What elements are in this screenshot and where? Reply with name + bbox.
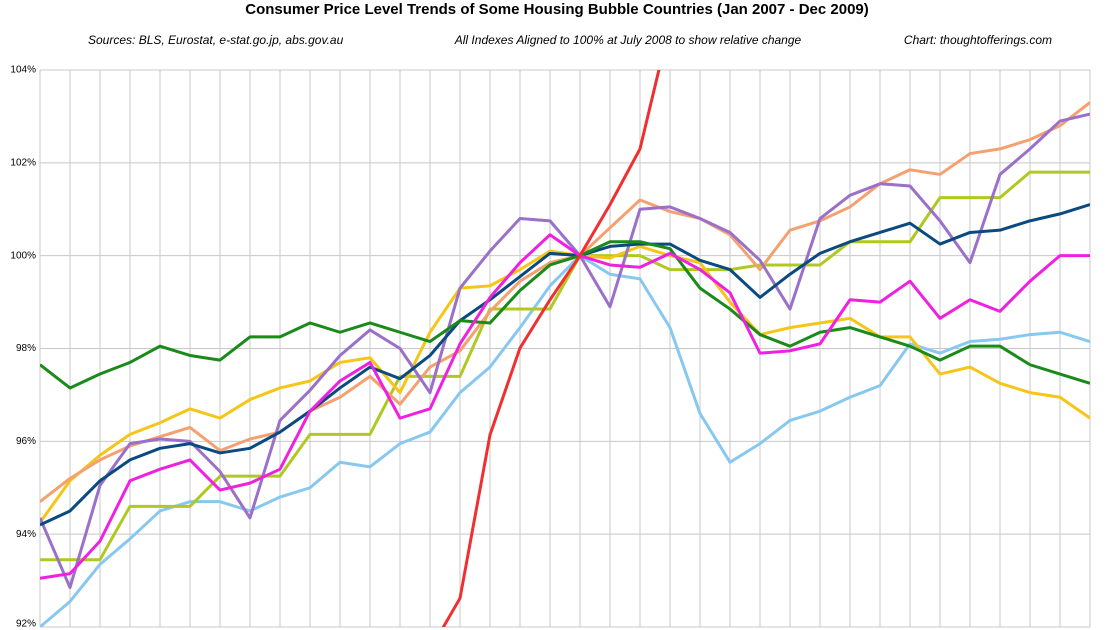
series-line: [40, 240, 1090, 390]
series-line: [40, 233, 1090, 580]
annotation: All Indexes Aligned to 100% at July 2008…: [454, 33, 802, 47]
chart-title: Consumer Price Level Trends of Some Hous…: [245, 1, 869, 18]
y-tick-label: 102%: [10, 157, 36, 168]
plot: [40, 70, 1090, 627]
y-tick-label: 98%: [16, 343, 36, 354]
y-tick-label: 96%: [16, 436, 36, 447]
annotation: Chart: thoughtofferings.com: [904, 33, 1052, 47]
series-line: [40, 112, 1090, 590]
annotation: Sources: BLS, Eurostat, e-stat.go.jp, ab…: [88, 33, 344, 47]
series-line: [441, 70, 661, 627]
series-line: [40, 170, 1090, 562]
series-line: [40, 203, 1090, 527]
y-tick-label: 100%: [10, 250, 36, 261]
y-tick-label: 92%: [16, 619, 36, 630]
series-line: [40, 244, 1090, 524]
grid: [39, 69, 1091, 628]
y-tick-label: 94%: [16, 529, 36, 540]
y-tick-label: 104%: [10, 65, 36, 76]
